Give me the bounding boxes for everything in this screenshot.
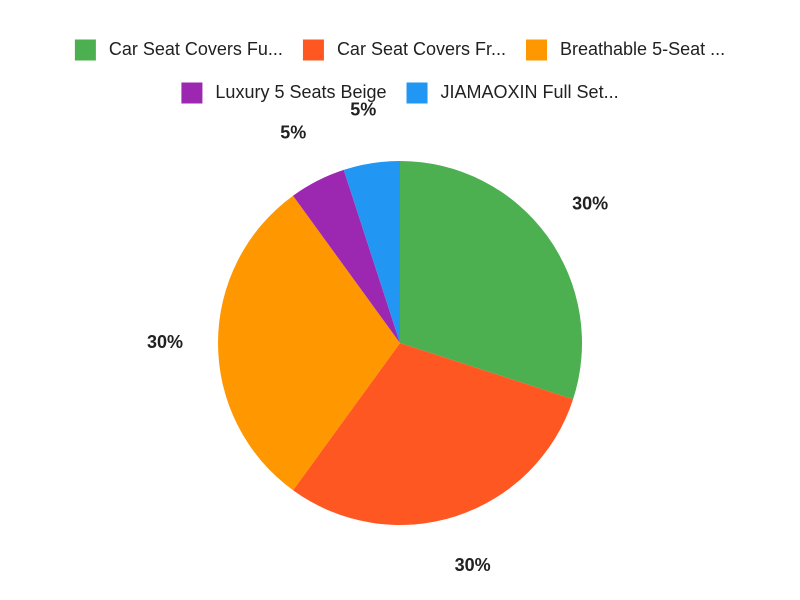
legend-swatch xyxy=(181,82,203,104)
legend-item: Breathable 5-Seat ... xyxy=(526,39,725,61)
legend-label: Car Seat Covers Fu... xyxy=(109,39,283,59)
value-label: 30% xyxy=(147,332,183,352)
legend-swatch xyxy=(406,82,428,104)
legend-item: JIAMAOXIN Full Set... xyxy=(406,82,619,104)
legend-item: Car Seat Covers Fr... xyxy=(302,39,506,61)
pie-slice xyxy=(218,195,400,491)
legend-swatch xyxy=(526,39,548,61)
pie-slice xyxy=(343,161,400,343)
pie-slice xyxy=(293,343,574,526)
legend-label: Car Seat Covers Fr... xyxy=(337,39,506,59)
legend-item: Luxury 5 Seats Beige xyxy=(181,82,387,104)
value-label: 30% xyxy=(572,194,608,214)
pie-slice xyxy=(293,169,400,343)
legend-swatch xyxy=(302,39,324,61)
value-label: 5% xyxy=(350,100,376,120)
legend-label: Luxury 5 Seats Beige xyxy=(215,82,386,102)
legend-label: Breathable 5-Seat ... xyxy=(560,39,725,59)
legend-label: JIAMAOXIN Full Set... xyxy=(441,82,619,102)
value-label: 5% xyxy=(280,122,306,142)
value-label: 30% xyxy=(455,555,491,575)
legend-item: Car Seat Covers Fu... xyxy=(74,39,283,61)
pie-slice xyxy=(400,161,582,400)
legend-swatch xyxy=(74,39,96,61)
